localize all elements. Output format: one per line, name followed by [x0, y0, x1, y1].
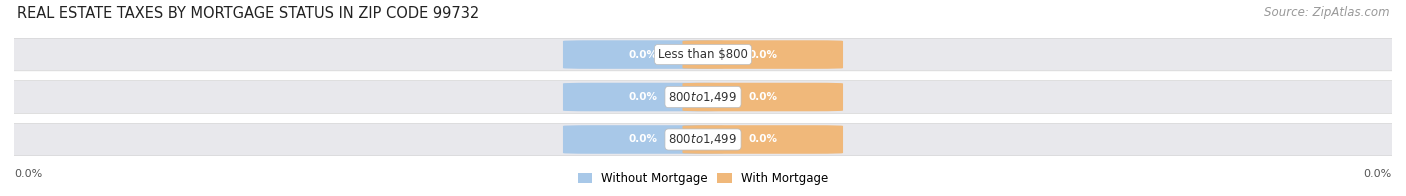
Text: 0.0%: 0.0% [628, 50, 658, 60]
Text: Source: ZipAtlas.com: Source: ZipAtlas.com [1264, 6, 1389, 19]
Text: 0.0%: 0.0% [1364, 169, 1392, 180]
FancyBboxPatch shape [682, 83, 844, 111]
Legend: Without Mortgage, With Mortgage: Without Mortgage, With Mortgage [578, 172, 828, 185]
Text: 0.0%: 0.0% [748, 50, 778, 60]
Text: 0.0%: 0.0% [748, 134, 778, 144]
Text: Less than $800: Less than $800 [658, 48, 748, 61]
Text: 0.0%: 0.0% [748, 92, 778, 102]
FancyBboxPatch shape [682, 40, 844, 69]
FancyBboxPatch shape [562, 40, 724, 69]
FancyBboxPatch shape [562, 125, 724, 154]
Text: REAL ESTATE TAXES BY MORTGAGE STATUS IN ZIP CODE 99732: REAL ESTATE TAXES BY MORTGAGE STATUS IN … [17, 6, 479, 21]
FancyBboxPatch shape [682, 125, 844, 154]
FancyBboxPatch shape [0, 81, 1406, 113]
Text: $800 to $1,499: $800 to $1,499 [668, 90, 738, 104]
FancyBboxPatch shape [562, 83, 724, 111]
Text: 0.0%: 0.0% [628, 134, 658, 144]
Text: $800 to $1,499: $800 to $1,499 [668, 132, 738, 146]
FancyBboxPatch shape [0, 123, 1406, 156]
Text: 0.0%: 0.0% [628, 92, 658, 102]
FancyBboxPatch shape [0, 38, 1406, 71]
Text: 0.0%: 0.0% [14, 169, 42, 180]
